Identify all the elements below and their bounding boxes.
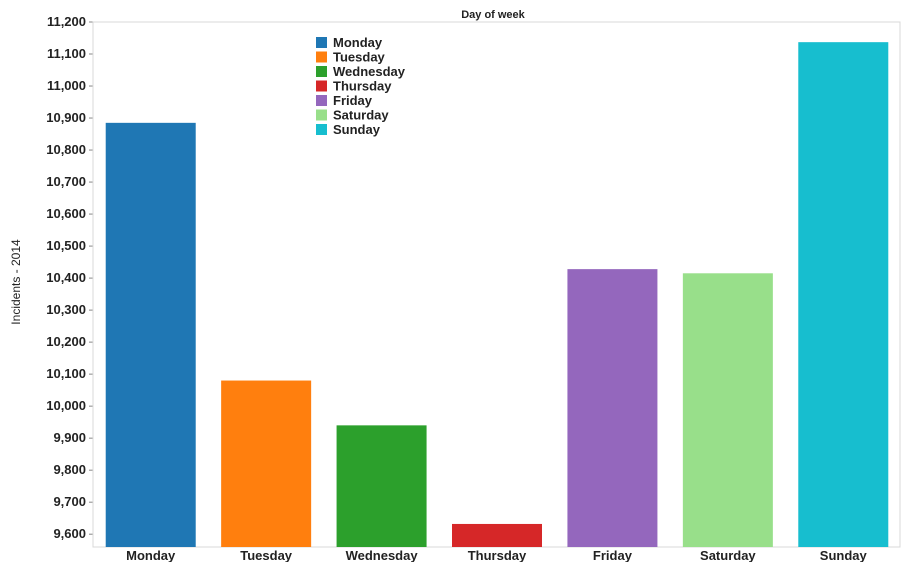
legend-label-friday: Friday bbox=[333, 93, 373, 108]
y-tick-label: 10,900 bbox=[46, 110, 86, 125]
x-axis: Monday Tuesday Wednesday Thursday Friday Satu… bbox=[126, 548, 867, 562]
y-tick-label: 10,300 bbox=[46, 302, 86, 317]
y-tick-label: 9,700 bbox=[53, 494, 86, 509]
y-tick-label: 9,800 bbox=[53, 462, 86, 477]
y-tick-label: 11,000 bbox=[47, 78, 86, 93]
y-tick-label: 10,800 bbox=[46, 142, 86, 157]
bar-wednesday bbox=[336, 425, 427, 547]
y-tick-label: 10,100 bbox=[46, 366, 86, 381]
plot-area bbox=[92, 21, 901, 548]
y-tick-label: 10,700 bbox=[46, 174, 86, 189]
legend-label-saturday: Saturday bbox=[333, 108, 389, 123]
legend-swatch-saturday bbox=[316, 109, 327, 121]
x-tick-label-monday: Monday bbox=[126, 548, 176, 562]
plot-frame bbox=[92, 21, 901, 548]
legend-label-wednesday: Wednesday bbox=[333, 64, 406, 79]
y-tick-label: 10,400 bbox=[46, 270, 86, 285]
y-tick-label: 9,900 bbox=[53, 430, 86, 445]
legend-swatch-sunday bbox=[316, 124, 327, 135]
bar-friday bbox=[567, 269, 658, 547]
x-tick-label-friday: Friday bbox=[593, 548, 633, 562]
y-tick-label: 10,000 bbox=[46, 398, 86, 413]
x-tick-label-thursday: Thursday bbox=[468, 548, 527, 562]
x-tick-label-tuesday: Tuesday bbox=[240, 548, 293, 562]
y-axis: 9,600 9,700 9,800 9,900 10,000 10,100 10,200 10… bbox=[46, 14, 93, 541]
x-tick-label-saturday: Saturday bbox=[700, 548, 756, 562]
legend-label-monday: Monday bbox=[333, 35, 383, 50]
legend-swatch-thursday bbox=[316, 80, 327, 92]
bar-thursday bbox=[452, 523, 542, 547]
legend-swatch-monday bbox=[316, 37, 327, 48]
x-tick-label-wednesday: Wednesday bbox=[346, 548, 419, 562]
y-tick-label: 9,600 bbox=[53, 526, 86, 541]
y-tick-label: 10,500 bbox=[46, 238, 86, 253]
chart-title: Day of week bbox=[461, 9, 525, 21]
y-tick-label: 11,100 bbox=[47, 46, 86, 61]
legend-swatch-wednesday bbox=[316, 66, 327, 77]
y-tick-label: 11,200 bbox=[47, 14, 86, 29]
y-axis-title: Incidents - 2014 bbox=[9, 239, 23, 325]
y-tick-label: 10,200 bbox=[46, 334, 86, 349]
bar-monday bbox=[105, 122, 196, 548]
legend: MondayTuesdayWednesdayThursdayFridaySatu… bbox=[316, 35, 406, 137]
legend-swatch-friday bbox=[316, 95, 327, 106]
x-tick-label-sunday: Sunday bbox=[820, 548, 868, 562]
legend-label-tuesday: Tuesday bbox=[333, 50, 386, 65]
bar-saturday bbox=[682, 273, 773, 547]
legend-label-sunday: Sunday bbox=[333, 122, 381, 137]
legend-label-thursday: Thursday bbox=[333, 79, 392, 94]
bar-tuesday bbox=[221, 380, 312, 547]
legend-swatch-tuesday bbox=[316, 51, 327, 63]
bar-sunday bbox=[798, 42, 889, 547]
y-tick-label: 10,600 bbox=[46, 206, 86, 221]
